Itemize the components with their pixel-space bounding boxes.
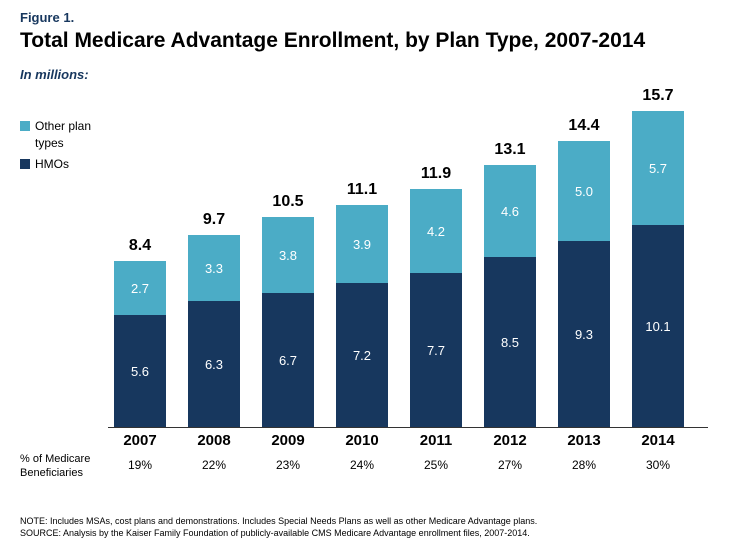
legend-swatch-hmos: [20, 159, 30, 169]
bar-total-label: 14.4: [568, 117, 599, 135]
pct-label: 27%: [498, 458, 522, 472]
bar-segment-other: 5.0: [558, 141, 610, 241]
chart-plot-area: 8.4 2.7 5.6 9.7 3.3 6.3 10.5 3.8 6.7 11.1 3.9 7.2 11…: [108, 98, 708, 428]
pct-row: 19% 22% 23% 24% 25% 27% 28% 30%: [108, 458, 708, 476]
bar-value-other: 3.8: [279, 248, 297, 263]
bar-value-hmos: 9.3: [575, 327, 593, 342]
legend-label-hmos: HMOs: [35, 156, 69, 173]
bar-segment-hmos: 9.3: [558, 241, 610, 427]
source-text: SOURCE: Analysis by the Kaiser Family Fo…: [20, 527, 537, 539]
bar-segment-other: 3.8: [262, 217, 314, 293]
bar-value-other: 5.7: [649, 161, 667, 176]
bar-total-label: 10.5: [272, 193, 303, 211]
bar-value-hmos: 6.7: [279, 353, 297, 368]
pct-label: 24%: [350, 458, 374, 472]
bar-value-other: 2.7: [131, 281, 149, 296]
bar-segment-hmos: 6.7: [262, 293, 314, 427]
bar-total-label: 8.4: [129, 237, 151, 255]
bar-total-label: 13.1: [494, 141, 525, 159]
bar-total-label: 11.9: [421, 165, 451, 183]
bar-value-other: 4.6: [501, 204, 519, 219]
legend-item-hmos: HMOs: [20, 156, 105, 173]
bar-total-label: 15.7: [642, 87, 673, 105]
bar-segment-other: 2.7: [114, 261, 166, 315]
chart-title: Total Medicare Advantage Enrollment, by …: [20, 29, 715, 53]
footnotes: NOTE: Includes MSAs, cost plans and demo…: [20, 515, 537, 539]
bar-segment-other: 5.7: [632, 111, 684, 225]
bar-group: 10.53.86.7: [262, 217, 314, 427]
x-axis-label: 2013: [567, 432, 600, 449]
pct-label: 19%: [128, 458, 152, 472]
x-axis-label: 2009: [271, 432, 304, 449]
bar-value-hmos: 7.2: [353, 348, 371, 363]
bar-segment-other: 3.3: [188, 235, 240, 301]
bar-group: 9.73.36.3: [188, 235, 240, 427]
bar-group: 11.13.97.2: [336, 205, 388, 427]
note-text: NOTE: Includes MSAs, cost plans and demo…: [20, 515, 537, 527]
bar-segment-other: 4.2: [410, 189, 462, 273]
x-axis-label: 2010: [345, 432, 378, 449]
bar-value-other: 4.2: [427, 224, 445, 239]
pct-label: 25%: [424, 458, 448, 472]
x-axis-label: 2011: [420, 432, 453, 449]
bar-value-hmos: 6.3: [205, 357, 223, 372]
pct-label: 22%: [202, 458, 226, 472]
x-axis-label: 2007: [123, 432, 156, 449]
legend-item-other: Other plan types: [20, 118, 105, 152]
bar-group: 11.94.27.7: [410, 189, 462, 427]
bar-segment-hmos: 7.2: [336, 283, 388, 427]
figure-container: Figure 1. Total Medicare Advantage Enrol…: [0, 0, 735, 551]
bar-total-label: 9.7: [203, 211, 225, 229]
bar-segment-other: 4.6: [484, 165, 536, 257]
legend-label-other: Other plan types: [35, 118, 105, 152]
bar-value-hmos: 7.7: [427, 343, 445, 358]
pct-caption: % of Medicare Beneficiaries: [20, 452, 100, 481]
bar-segment-hmos: 6.3: [188, 301, 240, 427]
bar-segment-hmos: 5.6: [114, 315, 166, 427]
bar-group: 8.42.75.6: [114, 261, 166, 427]
bar-value-hmos: 10.1: [645, 319, 670, 334]
bar-value-other: 5.0: [575, 184, 593, 199]
bar-group: 15.75.710.1: [632, 111, 684, 427]
bar-value-hmos: 5.6: [131, 364, 149, 379]
bar-group: 14.45.09.3: [558, 141, 610, 427]
x-axis-label: 2008: [197, 432, 230, 449]
bar-value-other: 3.9: [353, 237, 371, 252]
bar-segment-hmos: 8.5: [484, 257, 536, 427]
pct-label: 30%: [646, 458, 670, 472]
legend: Other plan types HMOs: [20, 118, 105, 176]
chart-subtitle: In millions:: [20, 67, 715, 82]
bar-segment-hmos: 10.1: [632, 225, 684, 427]
bar-segment-hmos: 7.7: [410, 273, 462, 427]
bar-value-hmos: 8.5: [501, 335, 519, 350]
pct-label: 23%: [276, 458, 300, 472]
bar-group: 13.14.68.5: [484, 165, 536, 427]
bar-value-other: 3.3: [205, 261, 223, 276]
legend-swatch-other: [20, 121, 30, 131]
x-axis-label: 2014: [641, 432, 674, 449]
x-axis-label: 2012: [493, 432, 526, 449]
x-axis: 2007 2008 2009 2010 2011 2012 2013 2014: [108, 432, 708, 452]
pct-label: 28%: [572, 458, 596, 472]
bar-segment-other: 3.9: [336, 205, 388, 283]
figure-number: Figure 1.: [20, 10, 715, 25]
bar-total-label: 11.1: [347, 181, 377, 199]
